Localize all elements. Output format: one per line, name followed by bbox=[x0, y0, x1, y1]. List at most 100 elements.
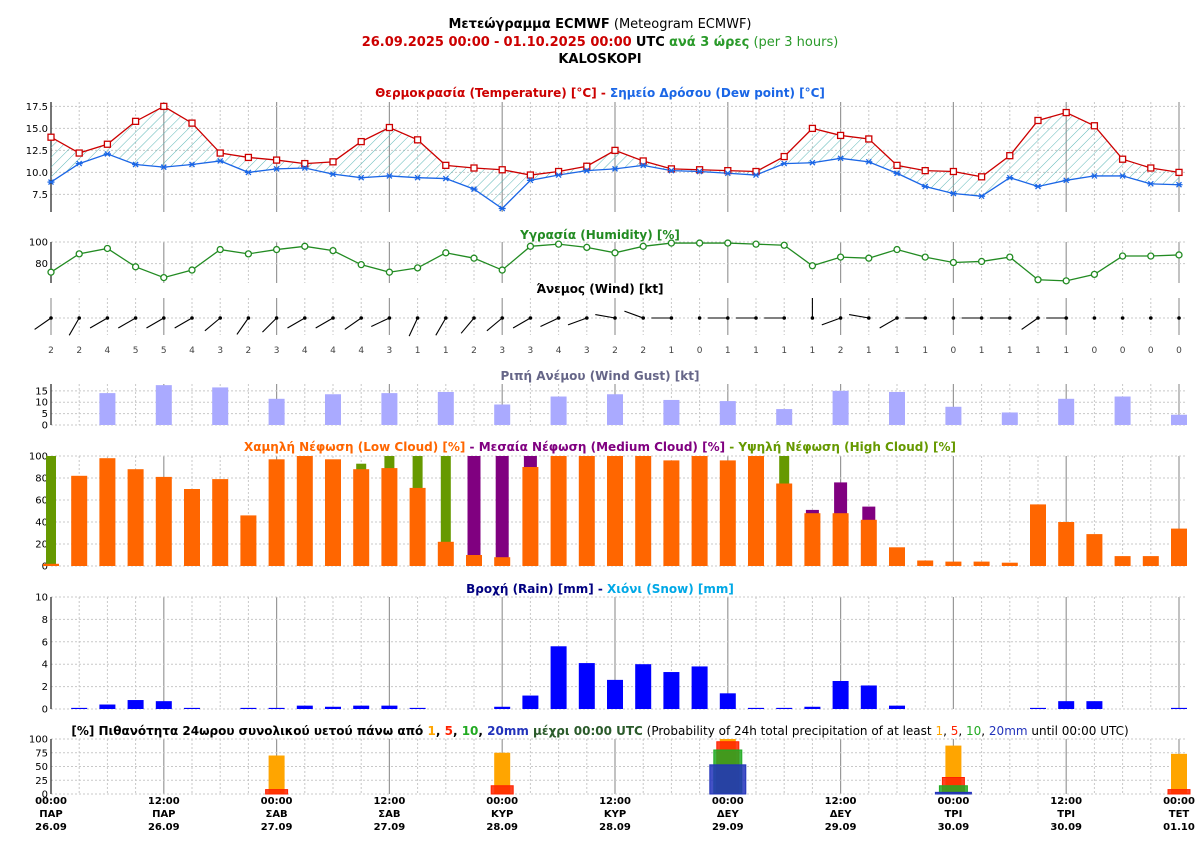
humidity-point bbox=[160, 273, 168, 282]
dewpoint-point-stroke bbox=[442, 175, 449, 182]
dewpoint-point bbox=[978, 193, 986, 200]
temperature-point bbox=[977, 173, 986, 181]
dewpoint-point-stroke bbox=[583, 167, 590, 174]
rain-bar bbox=[522, 695, 539, 709]
probability-title-part-13: , bbox=[958, 724, 966, 738]
cloud-bar-low bbox=[1114, 556, 1131, 566]
humidity-point bbox=[949, 258, 958, 267]
rain-bar bbox=[663, 672, 680, 709]
rain-bar bbox=[155, 701, 172, 709]
time-axis-date: 01.10 bbox=[1163, 822, 1195, 833]
wind-title: Άνεμος (Wind) [kt] bbox=[536, 282, 663, 296]
temperature-tick-label: 7.5 bbox=[32, 190, 48, 201]
humidity-point bbox=[413, 264, 422, 272]
humidity-point bbox=[1090, 270, 1099, 279]
temperature-point bbox=[1175, 168, 1183, 177]
gust-tick-label: 5 bbox=[42, 409, 48, 420]
humidity-tick-label: 80 bbox=[35, 259, 48, 270]
time-axis-hour: 12:00 bbox=[148, 796, 180, 807]
wind-speed-label: 1 bbox=[1007, 346, 1013, 356]
wind-barb bbox=[146, 317, 165, 329]
range-utc: UTC bbox=[635, 35, 665, 50]
humidity-point bbox=[836, 253, 845, 261]
precipitation-title-part-2: Χιόνι (Snow) [mm] bbox=[607, 582, 734, 596]
dewpoint-point-stroke bbox=[753, 172, 759, 178]
cloud-bar-low bbox=[550, 456, 567, 566]
humidity-point bbox=[1147, 252, 1155, 260]
gust-title: Ριπή Ανέμου (Wind Gust) [kt] bbox=[501, 369, 700, 383]
gust-bar bbox=[268, 398, 285, 425]
time-axis-date: 29.09 bbox=[712, 822, 744, 833]
wind-speed-label: 1 bbox=[894, 346, 900, 356]
temperature-title-part-0: Θερμοκρασία (Temperature) [°C] bbox=[375, 86, 597, 100]
wind-speed-label: 1 bbox=[922, 346, 928, 356]
precipitation-title-part-0: Βροχή (Rain) [mm] bbox=[466, 582, 594, 596]
dewpoint-point-stroke bbox=[950, 190, 957, 197]
dewpoint-point-stroke bbox=[301, 165, 308, 171]
dewpoint-point-stroke bbox=[724, 170, 731, 177]
temperature-tick-label: 15.0 bbox=[26, 124, 48, 135]
humidity-point bbox=[921, 253, 929, 261]
wind-barb bbox=[540, 317, 559, 327]
dewpoint-point bbox=[301, 165, 309, 171]
wind-speed-label: 2 bbox=[471, 346, 477, 356]
humidity-grid bbox=[50, 242, 1180, 283]
temperature-point bbox=[442, 161, 450, 170]
humidity-point bbox=[977, 257, 986, 266]
cloud-bar-low bbox=[917, 560, 934, 566]
gust-bar bbox=[776, 409, 793, 425]
dewpoint-point bbox=[498, 205, 506, 212]
temperature-point bbox=[188, 119, 196, 127]
temperature-point bbox=[413, 136, 422, 144]
cloud-tick-label: 20 bbox=[35, 540, 48, 551]
wind-barb bbox=[567, 317, 587, 326]
wind-speed-label: 4 bbox=[330, 346, 336, 356]
rain-bar bbox=[804, 706, 821, 709]
dewpoint-point-stroke bbox=[48, 179, 54, 186]
wind-speed-label: 3 bbox=[217, 346, 223, 356]
time-axis-weekday: ΣΑΒ bbox=[378, 809, 400, 820]
wind-speed-label: 4 bbox=[189, 346, 195, 356]
probability-title-part-11: , bbox=[943, 724, 951, 738]
rain-bar bbox=[691, 666, 708, 709]
rain-bar bbox=[325, 706, 341, 709]
time-axis-label: 00:00 ΤΕΤ 01.10 bbox=[1163, 796, 1195, 833]
probability-title-part-16: 20mm bbox=[989, 724, 1028, 738]
wind-barb bbox=[174, 317, 193, 329]
humidity-point bbox=[611, 249, 619, 257]
wind-speed-label: 0 bbox=[951, 346, 957, 356]
dewpoint-point-stroke bbox=[358, 174, 365, 181]
wind-speed-label: 1 bbox=[415, 346, 421, 356]
humidity-point bbox=[752, 240, 760, 248]
dewpoint-point-stroke bbox=[612, 165, 618, 172]
probability-title-part-14: 10 bbox=[966, 724, 981, 738]
cloud-bar-low bbox=[860, 519, 877, 566]
dewpoint-point-stroke bbox=[76, 160, 83, 167]
wind-barb bbox=[315, 317, 334, 329]
wind-barb bbox=[262, 317, 277, 333]
wind-speed-label: 1 bbox=[1035, 346, 1041, 356]
dewpoint-point bbox=[893, 170, 901, 177]
cloud-bar-low bbox=[973, 561, 990, 566]
probability-title-part-15: , bbox=[981, 724, 989, 738]
gust-bar bbox=[945, 406, 962, 425]
wind-speed-label: 0 bbox=[1092, 346, 1098, 356]
temperature-point bbox=[1006, 152, 1014, 160]
probability-title-part-0: [%] Πιθανότητα 24ωρου συνολικού υετού πά… bbox=[71, 724, 427, 738]
wind-station-dot bbox=[951, 316, 956, 320]
dewpoint-point-stroke bbox=[245, 169, 252, 176]
dewpoint-point-stroke bbox=[894, 170, 900, 177]
rain-bar bbox=[578, 663, 595, 709]
time-axis-hour: 12:00 bbox=[599, 796, 631, 807]
rain-bar bbox=[607, 679, 623, 709]
temperature-tick-label: 12.5 bbox=[26, 146, 48, 157]
temperature-tick-label: 10.0 bbox=[26, 168, 48, 179]
date-range: 26.09.2025 00:00 - 01.10.2025 00:00 UTC … bbox=[0, 35, 1200, 50]
dewpoint-point-stroke bbox=[471, 186, 477, 193]
probability-title-part-3: 5 bbox=[445, 724, 453, 738]
cloud-bar-low bbox=[409, 487, 426, 566]
cloud-bar-low bbox=[1086, 534, 1103, 566]
time-axis-date: 27.09 bbox=[374, 822, 406, 833]
humidity-point bbox=[442, 249, 450, 257]
time-axis-hour: 00:00 bbox=[261, 796, 293, 807]
